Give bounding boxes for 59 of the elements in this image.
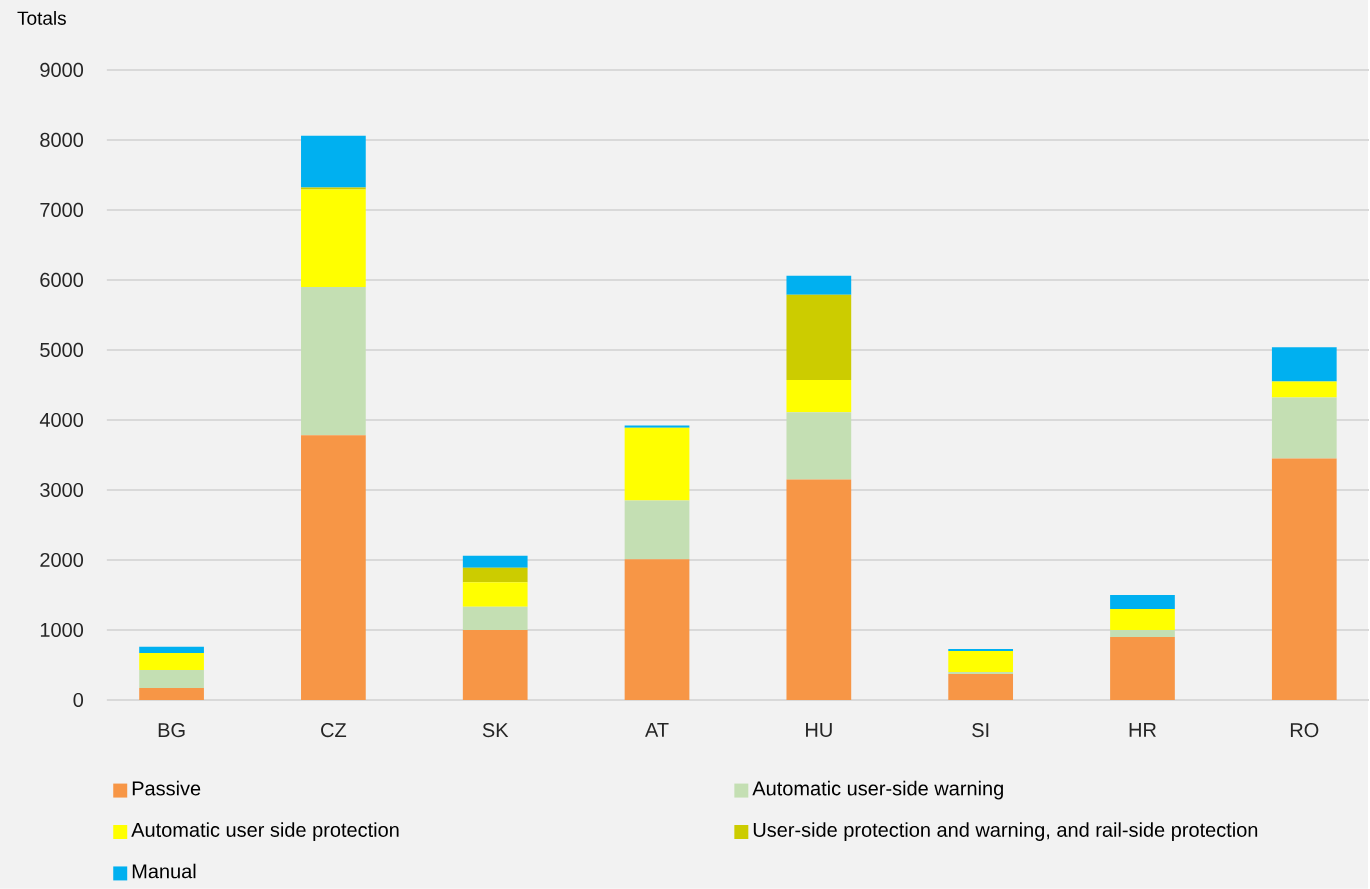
x-tick-label: RO bbox=[1290, 722, 1319, 738]
y-tick-label: 2000 bbox=[40, 552, 84, 567]
y-tick-label: 1000 bbox=[40, 622, 84, 637]
y-tick-label: 6000 bbox=[40, 272, 84, 287]
bar bbox=[1271, 458, 1337, 700]
bar bbox=[1271, 347, 1337, 382]
x-tick-label: SI bbox=[972, 722, 989, 738]
bar bbox=[301, 135, 366, 188]
x-tick-label: AT bbox=[645, 722, 669, 737]
bar bbox=[624, 425, 690, 428]
x-tick-label: HU bbox=[806, 722, 832, 737]
legend-label: Automatic user-side warning bbox=[752, 780, 1003, 800]
bar bbox=[948, 674, 1014, 700]
bar bbox=[948, 648, 1014, 651]
y-tick-label: 9000 bbox=[40, 62, 84, 77]
bar bbox=[139, 646, 204, 653]
bar bbox=[301, 189, 366, 287]
y-tick-label: 3000 bbox=[40, 482, 84, 497]
bar bbox=[1110, 636, 1175, 700]
bar bbox=[624, 559, 690, 700]
bar bbox=[139, 669, 204, 689]
bar bbox=[948, 671, 1014, 674]
bar bbox=[139, 653, 204, 670]
y-tick-label: 8000 bbox=[40, 132, 84, 147]
bar bbox=[462, 567, 528, 583]
bar bbox=[301, 187, 366, 190]
y-axis-title: Totals bbox=[17, 10, 66, 25]
y-tick-label: 5000 bbox=[40, 342, 84, 357]
bar bbox=[1271, 397, 1337, 459]
bar bbox=[301, 435, 366, 700]
bar bbox=[786, 275, 852, 295]
legend-label: User-side protection and warning, and rail-side protection bbox=[753, 822, 1258, 841]
bar bbox=[786, 412, 852, 480]
y-tick-label: 4000 bbox=[39, 412, 84, 427]
bar bbox=[462, 629, 528, 700]
y-tick-label: 0 bbox=[73, 692, 84, 707]
legend-label: Passive bbox=[132, 780, 201, 796]
bar bbox=[462, 555, 528, 568]
bar bbox=[624, 427, 690, 501]
x-tick-label: CZ bbox=[321, 722, 347, 738]
x-tick-label: HR bbox=[1129, 722, 1156, 737]
x-tick-label: BG bbox=[158, 722, 185, 738]
bar bbox=[786, 294, 852, 380]
bar bbox=[139, 688, 204, 700]
bar bbox=[1110, 594, 1175, 609]
bar bbox=[462, 606, 528, 630]
bar bbox=[786, 379, 852, 413]
bar bbox=[624, 500, 690, 560]
bar bbox=[1271, 381, 1337, 398]
bar bbox=[1110, 629, 1175, 637]
x-tick-label: SK bbox=[482, 722, 509, 738]
bar bbox=[462, 582, 528, 607]
legend-label: Automatic user side protection bbox=[131, 822, 399, 841]
bar bbox=[948, 650, 1014, 672]
bar bbox=[301, 286, 366, 436]
bar bbox=[1110, 608, 1175, 630]
legend-label: Manual bbox=[132, 863, 196, 879]
bar bbox=[786, 479, 852, 700]
y-tick-label: 7000 bbox=[40, 202, 84, 217]
